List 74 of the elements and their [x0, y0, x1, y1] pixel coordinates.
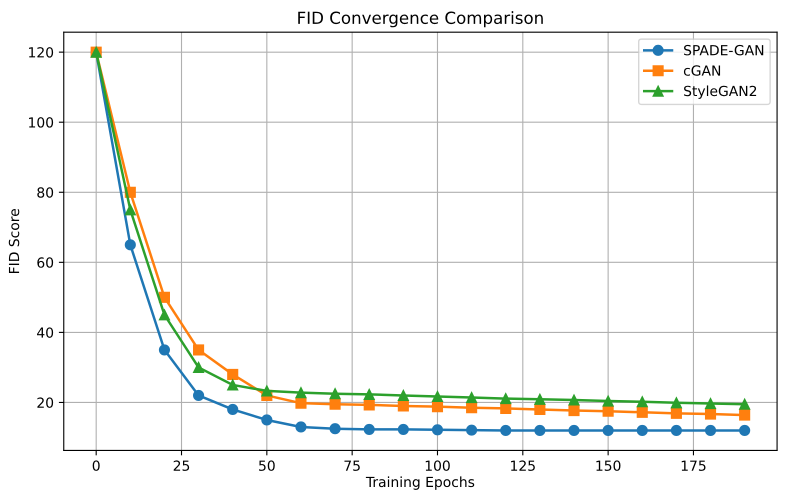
point	[670, 397, 682, 408]
point	[227, 368, 238, 380]
point	[330, 423, 341, 434]
point	[568, 404, 580, 416]
point	[227, 379, 238, 390]
point	[739, 410, 750, 421]
y-tick-label: 100	[29, 117, 54, 128]
y-tick-label: 60	[37, 257, 54, 268]
point	[602, 406, 614, 417]
x-tick-label: 125	[511, 460, 535, 471]
y-tick-label: 80	[37, 187, 54, 198]
point	[568, 424, 580, 436]
point	[704, 424, 716, 436]
point	[158, 344, 170, 356]
x-tick-label: 50	[259, 460, 275, 471]
x-tick-label: 150	[596, 460, 620, 471]
point	[670, 424, 682, 436]
point	[466, 424, 478, 436]
chart-title: FID Convergence Comparison	[298, 11, 543, 28]
x-tick-label: 0	[92, 460, 100, 471]
point	[432, 390, 444, 402]
point	[261, 414, 272, 426]
point	[636, 406, 648, 418]
point	[432, 401, 444, 412]
point	[602, 424, 614, 436]
point	[330, 388, 341, 400]
point	[739, 398, 750, 410]
x-axis-title: Training Epochs	[366, 476, 474, 490]
point	[330, 398, 341, 410]
x-tick-label: 175	[682, 460, 706, 471]
point	[739, 424, 750, 436]
y-tick-label: 20	[37, 397, 54, 408]
point	[193, 390, 204, 402]
point	[534, 394, 546, 405]
point	[602, 396, 614, 407]
point	[158, 309, 170, 320]
point	[636, 424, 648, 436]
point	[534, 424, 546, 436]
legend-label: StyleGAN2	[684, 85, 756, 99]
point	[500, 393, 512, 404]
point	[636, 396, 648, 408]
point	[364, 399, 375, 410]
point	[193, 344, 204, 356]
point	[466, 402, 478, 414]
point	[295, 398, 307, 409]
point	[124, 239, 136, 250]
point	[398, 424, 409, 435]
point	[466, 392, 478, 404]
point	[704, 398, 716, 410]
x-tick-label: 75	[344, 460, 360, 471]
legend-label: cGAN	[684, 65, 720, 76]
point	[500, 424, 512, 436]
point	[227, 404, 238, 416]
legend-label: SPADE-GAN	[684, 44, 764, 56]
point	[534, 404, 546, 416]
x-tick-label: 25	[174, 460, 190, 471]
point	[295, 387, 307, 398]
x-tick-label: 100	[426, 460, 450, 471]
y-axis-title: FID Score	[8, 209, 20, 273]
point	[704, 408, 716, 420]
point	[261, 385, 272, 396]
point	[193, 362, 204, 373]
point	[398, 400, 409, 412]
point	[500, 402, 512, 414]
point	[295, 421, 307, 433]
point	[670, 408, 682, 419]
point	[364, 424, 375, 435]
point	[432, 424, 444, 436]
point	[364, 388, 375, 400]
point	[568, 394, 580, 406]
y-tick-label: 120	[29, 47, 54, 58]
point	[398, 390, 409, 402]
point	[124, 204, 136, 216]
y-tick-label: 40	[37, 327, 54, 338]
